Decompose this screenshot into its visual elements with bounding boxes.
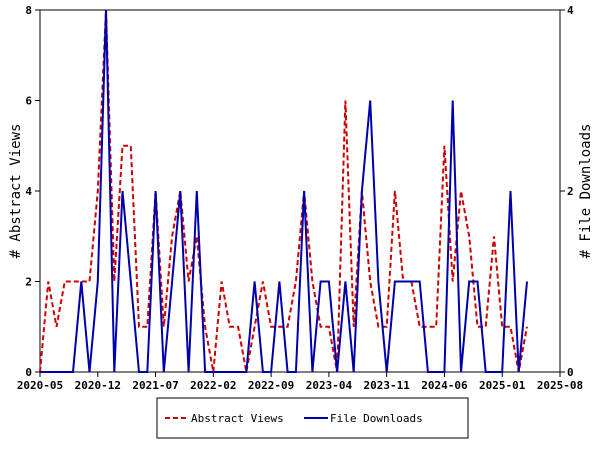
y-axis-label-left: # Abstract Views xyxy=(8,124,24,259)
legend: Abstract Views File Downloads xyxy=(156,397,469,439)
x-tick-label: 2025-08 xyxy=(537,379,583,392)
x-tick-label: 2022-02 xyxy=(190,379,236,392)
y-left-tick-label: 0 xyxy=(25,366,32,379)
y-left-tick-label: 8 xyxy=(25,4,32,17)
series-line-file-downloads xyxy=(40,9,528,373)
y-left-tick-label: 4 xyxy=(25,185,32,198)
x-tick-label: 2023-04 xyxy=(306,379,353,392)
x-tick-label: 2025-01 xyxy=(479,379,526,392)
y-right-tick-label: 4 xyxy=(567,4,574,17)
x-tick-label: 2020-05 xyxy=(17,379,63,392)
y-right-tick-label: 0 xyxy=(567,366,574,379)
x-tick-label: 2020-12 xyxy=(75,379,121,392)
legend-label-file-downloads: File Downloads xyxy=(330,412,423,425)
x-tick-label: 2024-06 xyxy=(421,379,468,392)
y-left-tick-label: 2 xyxy=(25,276,32,289)
x-tick-label: 2023-11 xyxy=(363,379,410,392)
y-left-tick-label: 6 xyxy=(25,95,32,108)
y-right-tick-label: 2 xyxy=(567,185,574,198)
axes: 0 2 4 6 8 0 2 4 2020-05 2020-12 2021-07 2022-02 2022… xyxy=(17,4,583,392)
series-lines xyxy=(39,9,528,373)
y-axis-label-right: # File Downloads xyxy=(578,124,594,259)
legend-label-abstract-views: Abstract Views xyxy=(191,412,284,425)
x-tick-label: 2022-09 xyxy=(248,379,294,392)
x-tick-label: 2021-07 xyxy=(132,379,178,392)
plot-frame xyxy=(39,9,561,373)
series-line-abstract-views xyxy=(39,9,528,373)
